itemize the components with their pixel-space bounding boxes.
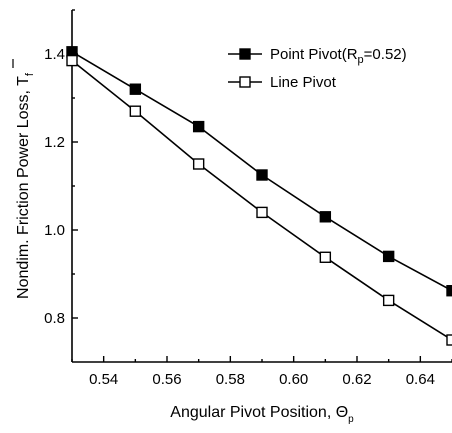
x-tick-label: 0.62	[342, 371, 371, 388]
legend-item-point-pivot: Point Pivot(Rp=0.52)	[228, 46, 407, 66]
x-ticks: 0.54 0.56 0.58 0.60 0.62 0.64	[71, 356, 452, 388]
y-axis-title: Nondim. Friction Power Loss, Tf	[15, 72, 36, 299]
x-tick-label: 0.56	[152, 371, 181, 388]
y-tick-label: 1.4	[44, 46, 65, 63]
data-point-point-pivot	[129, 83, 142, 95]
x-tick-label: 0.54	[89, 371, 118, 388]
legend-marker-line-pivot	[239, 76, 251, 88]
y-axis-title-group: Nondim. Friction Power Loss, Tf	[12, 59, 36, 299]
legend-marker-point-pivot	[239, 48, 251, 60]
series-layer	[66, 46, 452, 346]
data-point-line-pivot	[319, 251, 332, 263]
legend-item-line-pivot: Line Pivot	[228, 74, 337, 91]
legend-label-line-pivot: Line Pivot	[270, 74, 337, 91]
y-axis-title-main: Nondim. Friction Power Loss, T	[15, 76, 32, 299]
x-axis-title-main: Angular Pivot Position, Θ	[170, 404, 348, 421]
data-point-point-pivot	[192, 120, 205, 133]
data-point-line-pivot	[256, 206, 268, 219]
x-tick-label: 0.60	[279, 371, 308, 388]
data-point-line-pivot	[446, 334, 452, 346]
data-point-line-pivot	[382, 294, 395, 307]
x-axis-title-sub: p	[348, 414, 354, 425]
x-tick-label: 0.64	[406, 371, 435, 388]
data-point-line-pivot	[129, 105, 142, 117]
data-point-point-pivot	[256, 169, 268, 181]
legend-label-point-pivot-suffix: =0.52)	[364, 46, 407, 63]
data-point-point-pivot	[446, 285, 452, 297]
legend-label-point-pivot-sub: p	[358, 54, 364, 66]
x-tick-label: 0.58	[216, 371, 245, 388]
data-point-point-pivot	[319, 211, 332, 223]
y-tick-label: 1.0	[44, 222, 65, 239]
legend-label-point-pivot-prefix: Point Pivot(R	[270, 46, 358, 63]
series-line-line-pivot	[71, 59, 452, 341]
data-point-point-pivot	[382, 250, 395, 263]
legend: Point Pivot(Rp=0.52) Line Pivot	[228, 46, 407, 91]
legend-label-point-pivot: Point Pivot(Rp=0.52)	[270, 46, 407, 66]
data-point-line-pivot	[192, 158, 205, 170]
y-axis-title-sub: f	[24, 72, 36, 76]
y-tick-label: 0.8	[44, 310, 65, 327]
y-tick-label: 1.2	[44, 134, 65, 151]
data-point-line-pivot	[66, 54, 78, 67]
x-axis-title: Angular Pivot Position, Θp	[170, 404, 354, 425]
